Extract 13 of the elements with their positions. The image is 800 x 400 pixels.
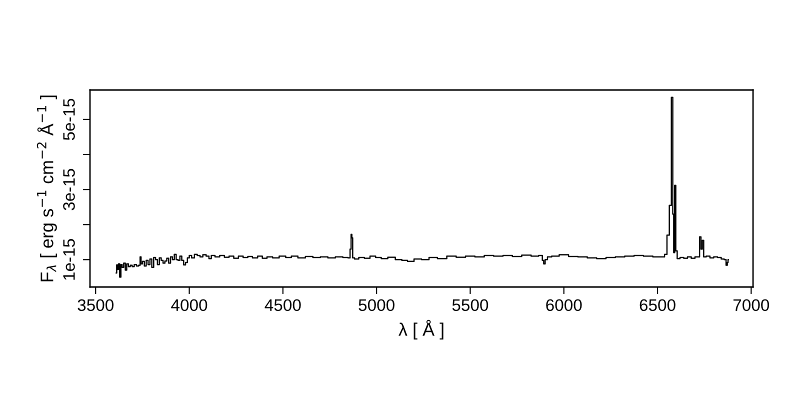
x-tick-label: 6000 [546,299,582,312]
y-tick-label: 5e-15 [63,98,75,140]
x-axis-title: λ [ Å ] [398,320,444,340]
x-tick-label: 4000 [171,299,208,312]
x-tick-label: 4500 [264,299,301,312]
x-tick-label: 5000 [358,299,394,312]
x-tick-label: 5500 [452,299,488,312]
x-tick-label: 7000 [733,299,770,312]
text: F$_{λ}$ [ erg s$^{−1}$ cm$^{−2}$ Å$^{−1}$ ] [36,96,57,282]
y-tick-label: 3e-15 [63,168,75,210]
x-tick-label: 3500 [78,299,114,312]
x-tick-label: 6500 [640,299,676,312]
y-tick-label: 1e-15 [63,239,75,280]
